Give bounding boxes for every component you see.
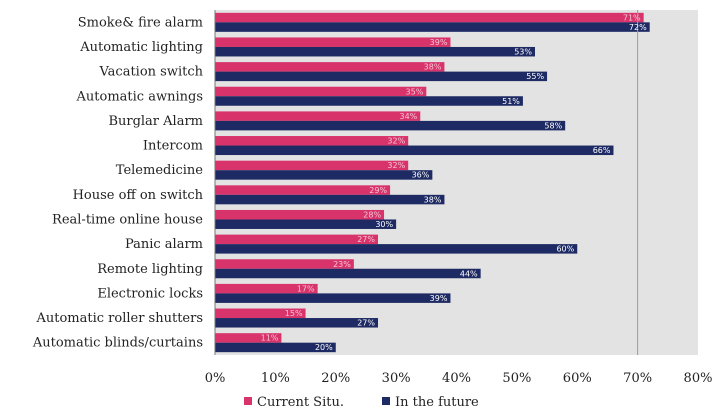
category-label: Electronic locks bbox=[97, 286, 203, 301]
bar-current bbox=[215, 308, 306, 319]
data-label: 29% bbox=[369, 186, 387, 195]
bar-future bbox=[215, 170, 433, 180]
bar-future bbox=[215, 244, 578, 254]
x-tick-label: 50% bbox=[502, 371, 531, 386]
bar-current bbox=[215, 86, 427, 97]
bar-future bbox=[215, 120, 566, 131]
data-label: 27% bbox=[357, 235, 375, 244]
data-label: 23% bbox=[333, 260, 351, 269]
category-label: Panic alarm bbox=[125, 237, 203, 252]
data-label: 39% bbox=[430, 38, 448, 47]
bar-future bbox=[215, 71, 548, 82]
bar-current bbox=[215, 12, 644, 23]
category-label: Intercom bbox=[143, 139, 203, 154]
legend-label: In the future bbox=[395, 395, 479, 410]
bar-future bbox=[215, 318, 379, 328]
bar-future bbox=[215, 219, 397, 229]
data-label: 35% bbox=[406, 87, 424, 96]
data-label: 60% bbox=[556, 245, 574, 254]
data-label: 44% bbox=[460, 269, 478, 278]
x-tick-label: 40% bbox=[442, 371, 471, 386]
category-label: Remote lighting bbox=[97, 262, 203, 277]
category-label: Automatic roller shutters bbox=[35, 311, 203, 326]
bar-current bbox=[215, 37, 451, 47]
bar-current bbox=[215, 259, 354, 269]
data-label: 39% bbox=[430, 294, 448, 303]
category-label: Real-time online house bbox=[52, 212, 203, 227]
x-tick-label: 0% bbox=[205, 371, 226, 386]
category-label: Automatic blinds/curtains bbox=[32, 336, 203, 351]
bar-current bbox=[215, 333, 282, 343]
data-label: 38% bbox=[424, 63, 442, 72]
data-label: 34% bbox=[399, 112, 417, 121]
category-label: Burglar Alarm bbox=[108, 114, 203, 129]
bar-future bbox=[215, 96, 523, 106]
bar-current bbox=[215, 62, 445, 72]
x-tick-label: 60% bbox=[563, 371, 592, 386]
data-labels: 71%72% 39% 53% 38% 55% 35% 51% 34% 58% 32% 66% 32% 3… bbox=[261, 13, 647, 352]
category-label: Automatic lighting bbox=[79, 40, 203, 55]
x-tick-label: 20% bbox=[321, 371, 350, 386]
category-label: Vacation switch bbox=[98, 65, 203, 80]
legend-label: Current Situ. bbox=[257, 395, 344, 410]
bar-current bbox=[215, 185, 391, 195]
data-label: 11% bbox=[261, 334, 279, 343]
bar-current bbox=[215, 234, 379, 245]
bar-current bbox=[215, 209, 385, 220]
legend-swatch bbox=[244, 397, 252, 405]
bar-future bbox=[215, 145, 614, 156]
bar-current bbox=[215, 160, 409, 171]
category-label: Smoke& fire alarm bbox=[78, 15, 203, 30]
x-tick-labels: 0% 10% 20% 30% 40% 50% 60% 70% 80% bbox=[205, 371, 713, 386]
bar-future bbox=[215, 268, 481, 279]
category-labels: Smoke& fire alarm Automatic lighting Vacat… bbox=[32, 15, 204, 350]
data-label: 66% bbox=[593, 146, 611, 155]
bar-future bbox=[215, 22, 650, 32]
x-tick-label: 80% bbox=[684, 371, 713, 386]
data-label: 20% bbox=[315, 343, 333, 352]
bar-future bbox=[215, 342, 336, 353]
data-label: 51% bbox=[502, 97, 520, 106]
data-label: 36% bbox=[412, 171, 430, 180]
data-label: 28% bbox=[363, 210, 381, 219]
data-label: 27% bbox=[357, 319, 375, 328]
data-label: 71% bbox=[623, 13, 641, 22]
data-label: 30% bbox=[375, 220, 393, 229]
data-label: 58% bbox=[544, 121, 562, 130]
legend-swatch bbox=[382, 397, 390, 405]
x-tick-label: 10% bbox=[261, 371, 290, 386]
x-tick-label: 70% bbox=[623, 371, 652, 386]
legend: Current Situ. In the future bbox=[244, 395, 479, 410]
data-label: 15% bbox=[285, 309, 303, 318]
data-label: 32% bbox=[387, 161, 405, 170]
data-label: 72% bbox=[629, 23, 647, 32]
data-label: 32% bbox=[387, 137, 405, 146]
category-label: Telemedicine bbox=[116, 163, 204, 178]
bar-future bbox=[215, 46, 535, 57]
bar-current bbox=[215, 283, 318, 294]
bar-future bbox=[215, 194, 445, 205]
bar-current bbox=[215, 111, 421, 121]
bar-future bbox=[215, 293, 451, 303]
category-label: Automatic awnings bbox=[76, 89, 203, 104]
shaded-region bbox=[215, 10, 698, 355]
data-label: 17% bbox=[297, 284, 315, 293]
data-label: 53% bbox=[514, 47, 532, 56]
x-tick-label: 30% bbox=[382, 371, 411, 386]
data-label: 38% bbox=[424, 195, 442, 204]
bars-group bbox=[215, 12, 650, 353]
category-label: House off on switch bbox=[73, 188, 204, 203]
bar-current bbox=[215, 136, 409, 146]
data-label: 55% bbox=[526, 72, 544, 81]
